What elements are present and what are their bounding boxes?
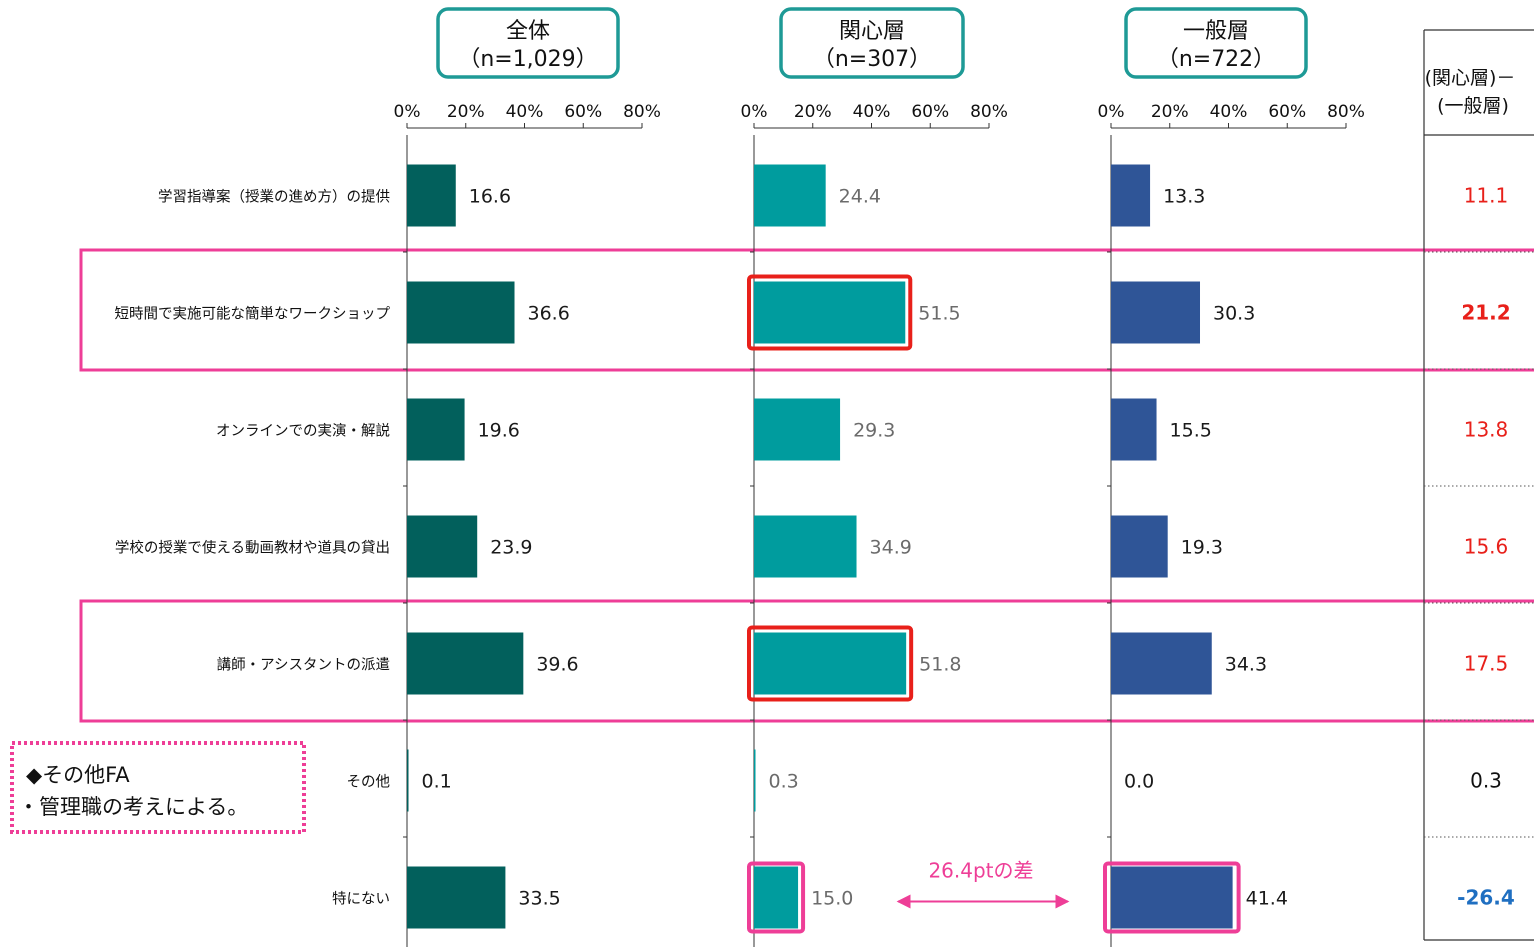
x-tick-label: 40% bbox=[506, 102, 544, 122]
bar bbox=[1111, 281, 1201, 344]
note-box bbox=[10, 741, 306, 834]
diff-header-line1: (関心層)－ bbox=[1425, 67, 1516, 89]
bar bbox=[407, 632, 524, 695]
data-label: 51.8 bbox=[919, 654, 961, 676]
bar bbox=[754, 866, 799, 929]
data-label: 0.0 bbox=[1124, 771, 1154, 793]
difference-annotation: 26.4ptの差 bbox=[928, 859, 1033, 883]
bar bbox=[1111, 398, 1157, 461]
panel-header-box bbox=[779, 7, 965, 79]
data-label: 41.4 bbox=[1246, 888, 1288, 910]
bar bbox=[407, 164, 456, 227]
x-tick-label: 0% bbox=[394, 102, 421, 122]
diff-value: 17.5 bbox=[1464, 652, 1509, 676]
series-name: 全体 bbox=[506, 19, 550, 44]
x-tick-label: 80% bbox=[1327, 102, 1365, 122]
data-label: 19.6 bbox=[478, 420, 520, 442]
compare-frame-general bbox=[1103, 861, 1241, 934]
diff-value: 21.2 bbox=[1461, 301, 1510, 325]
bar bbox=[407, 281, 515, 344]
x-tick-label: 20% bbox=[1151, 102, 1189, 122]
data-label: 16.6 bbox=[469, 186, 511, 208]
note-line1: ◆その他FA bbox=[26, 763, 130, 787]
highlight-row-frame bbox=[79, 599, 1534, 723]
category-label: 学校の授業で使える動画教材や道具の貸出 bbox=[115, 540, 390, 557]
bar bbox=[754, 281, 906, 344]
compare-frame-interested bbox=[747, 861, 806, 934]
data-label: 15.5 bbox=[1170, 420, 1212, 442]
diff-value: 13.8 bbox=[1464, 418, 1509, 442]
data-label: 0.1 bbox=[422, 771, 452, 793]
category-label: オンラインでの実演・解説 bbox=[216, 423, 390, 440]
data-label: 51.5 bbox=[918, 303, 960, 325]
data-label: 36.6 bbox=[528, 303, 570, 325]
x-tick-label: 40% bbox=[853, 102, 891, 122]
x-tick-label: 40% bbox=[1210, 102, 1248, 122]
x-tick-label: 80% bbox=[623, 102, 661, 122]
bar bbox=[754, 164, 826, 227]
data-label: 0.3 bbox=[769, 771, 799, 793]
series-name: 一般層 bbox=[1183, 19, 1249, 44]
diff-value: 11.1 bbox=[1464, 184, 1509, 208]
bar-highlight-frame bbox=[747, 274, 913, 351]
bar bbox=[1111, 164, 1151, 227]
bar bbox=[407, 749, 409, 812]
data-label: 39.6 bbox=[536, 654, 578, 676]
x-tick-label: 60% bbox=[1268, 102, 1306, 122]
x-tick-label: 20% bbox=[794, 102, 832, 122]
x-tick-label: 0% bbox=[1098, 102, 1125, 122]
bar bbox=[407, 398, 465, 461]
panel-header-box bbox=[1124, 7, 1308, 79]
x-tick-label: 60% bbox=[564, 102, 602, 122]
overlay-layer: 26.4ptの差 ◆その他FA ・管理職の考えによる。 bbox=[10, 274, 1241, 934]
category-label: 短時間で実施可能な簡単なワークショップ bbox=[115, 306, 391, 323]
category-label: 学習指導案（授業の進め方）の提供 bbox=[158, 188, 390, 206]
note-line2: ・管理職の考えによる。 bbox=[18, 795, 248, 819]
diff-value: 15.6 bbox=[1464, 535, 1509, 559]
data-label: 24.4 bbox=[839, 186, 881, 208]
difference-column: (関心層)－ (一般層) 11.1 21.2 13.8 15.6 17.5 0.3 -26.4 bbox=[1423, 29, 1534, 941]
bar bbox=[754, 632, 907, 695]
category-label: その他 bbox=[347, 774, 391, 791]
series-n-label: （n=722） bbox=[1157, 47, 1275, 72]
bar bbox=[754, 749, 756, 812]
panel-header-box bbox=[436, 7, 620, 79]
panels-layer: 学習指導案（授業の進め方）の提供短時間で実施可能な簡単なワークショップオンライン… bbox=[115, 7, 1365, 947]
x-tick-label: 60% bbox=[911, 102, 949, 122]
diff-header-line2: (一般層) bbox=[1437, 95, 1509, 117]
bar bbox=[407, 866, 506, 929]
bar-highlight-frame bbox=[747, 625, 914, 702]
bar bbox=[1111, 632, 1212, 695]
diff-value: -26.4 bbox=[1457, 886, 1515, 910]
series-name: 関心層 bbox=[839, 19, 905, 44]
x-tick-label: 80% bbox=[970, 102, 1008, 122]
data-label: 13.3 bbox=[1163, 186, 1205, 208]
highlight-row-frame bbox=[79, 248, 1534, 372]
data-label: 23.9 bbox=[490, 537, 532, 559]
data-label: 15.0 bbox=[811, 888, 853, 910]
data-label: 19.3 bbox=[1181, 537, 1223, 559]
category-label: 講師・アシスタントの派遣 bbox=[217, 657, 390, 674]
data-label: 34.9 bbox=[870, 537, 912, 559]
bar bbox=[1111, 515, 1168, 578]
data-label: 33.5 bbox=[518, 888, 560, 910]
x-tick-label: 20% bbox=[447, 102, 485, 122]
x-tick-label: 0% bbox=[741, 102, 768, 122]
series-n-label: （n=1,029） bbox=[458, 47, 597, 72]
bar bbox=[754, 515, 857, 578]
row-highlight-layer bbox=[79, 248, 1534, 723]
bar bbox=[407, 515, 478, 578]
data-label: 30.3 bbox=[1213, 303, 1255, 325]
bar bbox=[1111, 866, 1233, 929]
series-n-label: （n=307） bbox=[813, 47, 931, 72]
category-label: 特にない bbox=[332, 891, 390, 908]
diff-value: 0.3 bbox=[1470, 769, 1502, 793]
data-label: 34.3 bbox=[1225, 654, 1267, 676]
bar bbox=[754, 398, 841, 461]
data-label: 29.3 bbox=[853, 420, 895, 442]
